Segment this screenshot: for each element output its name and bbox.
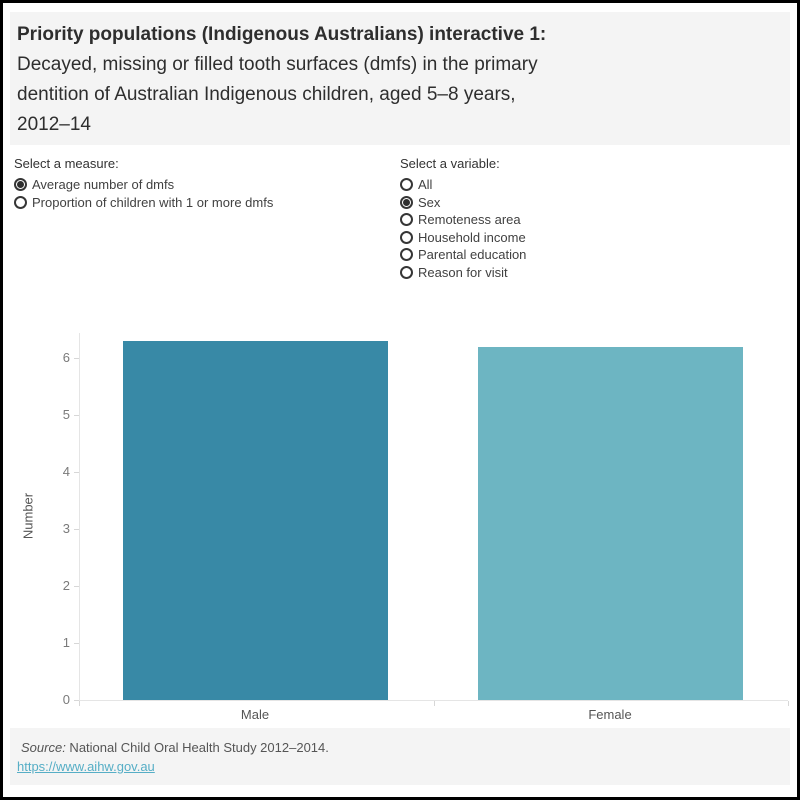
radio-button-icon[interactable] [400,178,413,192]
y-axis-tick-label: 0 [62,692,70,707]
x-axis-tick [79,701,80,706]
x-axis-line [79,700,788,701]
measure-radio-group: Select a measure: Average number of dmfs… [14,156,273,211]
radio-button-icon[interactable] [400,195,413,209]
radio-button-icon[interactable] [400,248,413,262]
radio-option-label: Remoteness area [418,212,521,228]
variable-options: All Sex Remoteness area Household income Par… [400,176,526,281]
y-axis-tick [74,472,79,473]
footer: Source: National Child Oral Health Study… [10,728,790,785]
y-axis-tick [74,586,79,587]
measure-group-label: Select a measure: [14,156,119,171]
y-axis-tick [74,529,79,530]
bar-male[interactable] [123,341,388,700]
chart-title-line: Decayed, missing or filled tooth surface… [17,54,538,75]
y-axis-tick [74,415,79,416]
variable-option-sex[interactable]: Sex [400,194,526,212]
y-axis-tick-label: 1 [62,635,70,650]
y-axis-tick-label: 3 [62,521,70,536]
radio-option-label: Proportion of children with 1 or more dm… [32,194,274,210]
radio-button-icon[interactable] [14,195,27,209]
chart-title-line: 2012–14 [17,114,91,135]
bar-female[interactable] [478,347,743,700]
variable-group-label: Select a variable: [400,156,500,171]
x-axis-category-label: Male [240,707,270,722]
y-axis-tick-label: 4 [62,464,70,479]
x-axis-tick [434,701,435,706]
radio-option-label: Sex [418,194,441,210]
y-axis-line [79,333,80,701]
y-axis-title: Number [20,492,36,540]
radio-option-label: Reason for visit [418,264,508,280]
measure-option-average-number-of-dmfs[interactable]: Average number of dmfs [14,176,273,194]
radio-option-label: Parental education [418,247,527,263]
aihw-link[interactable]: https://www.aihw.gov.au [17,759,155,774]
measure-options: Average number of dmfs Proportion of chil… [14,176,273,211]
variable-option-parental-education[interactable]: Parental education [400,246,526,264]
source-label: Source: [21,740,66,755]
x-axis-category-label: Female [588,707,632,722]
radio-button-icon[interactable] [400,265,413,279]
radio-button-icon[interactable] [400,230,413,244]
y-axis-tick-label: 2 [62,578,70,593]
title-block: Priority populations (Indigenous Austral… [10,12,790,145]
variable-option-reason-for-visit[interactable]: Reason for visit [400,264,526,282]
chart-title-line: Priority populations (Indigenous Austral… [17,24,547,45]
source-study-name: National Child Oral Health Study 2012–20… [65,740,329,755]
y-axis-tick-label: 6 [62,350,70,365]
measure-option-proportion-of-children-with-1-or-more-dmfs[interactable]: Proportion of children with 1 or more dm… [14,194,273,212]
variable-radio-group: Select a variable: All Sex Remoteness area… [400,156,526,281]
chart-title-line: dentition of Australian Indigenous child… [17,84,516,105]
y-axis-tick [74,358,79,359]
x-axis-tick [788,701,789,706]
radio-button-icon[interactable] [14,178,27,192]
variable-option-household-income[interactable]: Household income [400,229,526,247]
radio-option-label: Average number of dmfs [32,177,175,193]
y-axis-tick [74,643,79,644]
source-text: Source: National Child Oral Health Study… [17,740,780,756]
variable-option-all[interactable]: All [400,176,526,194]
radio-option-label: Household income [418,229,526,245]
y-axis-tick [74,700,79,701]
y-axis-tick-label: 5 [62,407,70,422]
radio-option-label: All [418,177,433,193]
variable-option-remoteness-area[interactable]: Remoteness area [400,211,526,229]
radio-button-icon[interactable] [400,213,413,227]
